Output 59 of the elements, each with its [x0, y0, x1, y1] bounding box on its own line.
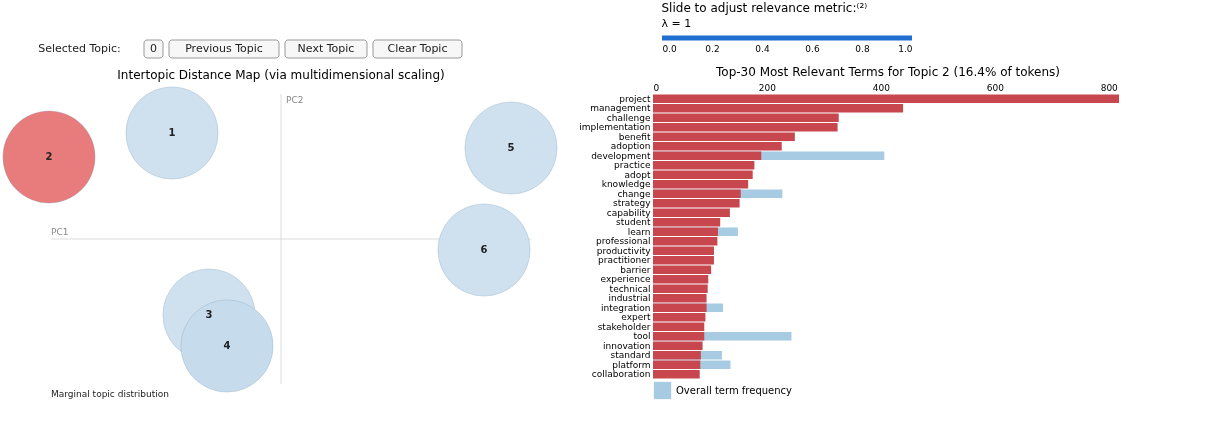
text: 2	[45, 151, 53, 162]
text: Clear Topic	[387, 42, 448, 55]
y-tick-label: project	[619, 93, 651, 104]
text: PC2	[286, 95, 304, 105]
x-tick-label: 0.0	[662, 43, 678, 54]
text: 1	[168, 127, 176, 138]
x-tick-label: 800	[1100, 82, 1119, 93]
text: Next Topic	[297, 42, 355, 55]
y-tick-label: knowledge	[601, 179, 651, 190]
text: Selected Topic:	[38, 42, 121, 55]
y-tick-label: productivity	[596, 245, 652, 256]
y-tick-label: strategy	[612, 198, 652, 209]
y-tick-label: adoption	[610, 141, 651, 152]
x-tick-label: 200	[758, 82, 777, 93]
x-tick-label: 400	[872, 82, 891, 93]
y-tick-label: technical	[609, 283, 651, 294]
y-tick-label: benefit	[618, 131, 651, 142]
text: 5	[507, 142, 515, 153]
y-tick-label: change	[617, 188, 651, 199]
y-tick-label: adopt	[624, 169, 651, 180]
text: 3	[205, 309, 213, 320]
y-tick-label: collaboration	[591, 369, 651, 380]
x-tick-label: 0.6	[805, 43, 820, 54]
text: Intertopic Distance Map (via multidimensional scaling)	[117, 68, 445, 83]
chart-title: Top-30 Most Relevant Terms for Topic 2 (16.4% of tokens)	[714, 65, 1061, 79]
y-tick-label: development	[591, 150, 651, 161]
y-tick-label: professional	[595, 236, 651, 247]
x-tick-label: 0.8	[855, 43, 870, 54]
chart-title: Slide to adjust relevance metric:⁽²⁾	[661, 1, 868, 15]
x-tick-label: 1.0	[898, 43, 913, 54]
y-tick-label: implementation	[579, 122, 651, 133]
x-tick-label: 600	[986, 82, 1005, 93]
x-tick-label: 0	[653, 82, 660, 93]
text: 6	[480, 244, 488, 255]
x-tick-label: 0.4	[755, 43, 770, 54]
y-tick-label: challenge	[606, 112, 651, 123]
y-tick-label: capability	[606, 207, 652, 218]
y-tick-label: barrier	[620, 264, 651, 275]
y-tick-label: practitioner	[598, 255, 651, 266]
legend-label: Overall term frequency	[676, 384, 793, 396]
y-tick-label: practice	[614, 160, 651, 171]
text: PC1	[51, 227, 69, 237]
y-tick-label: tool	[633, 331, 651, 342]
text: Previous Topic	[185, 42, 263, 55]
x-tick-label: 0.2	[705, 43, 720, 54]
y-tick-label: integration	[601, 302, 651, 313]
y-tick-label: industrial	[608, 293, 651, 304]
text: Marginal topic distribution	[51, 389, 169, 399]
text: 4	[223, 340, 231, 351]
y-tick-label: experience	[600, 274, 651, 285]
y-tick-label: student	[616, 217, 651, 228]
chart-subtitle: λ = 1	[661, 17, 692, 30]
y-tick-label: learn	[627, 226, 651, 237]
y-tick-label: management	[590, 103, 651, 114]
y-tick-label: stakeholder	[597, 321, 651, 332]
y-tick-label: innovation	[603, 340, 651, 351]
y-tick-label: expert	[621, 312, 651, 323]
y-tick-label: platform	[612, 359, 651, 370]
y-tick-label: standard	[610, 350, 651, 361]
